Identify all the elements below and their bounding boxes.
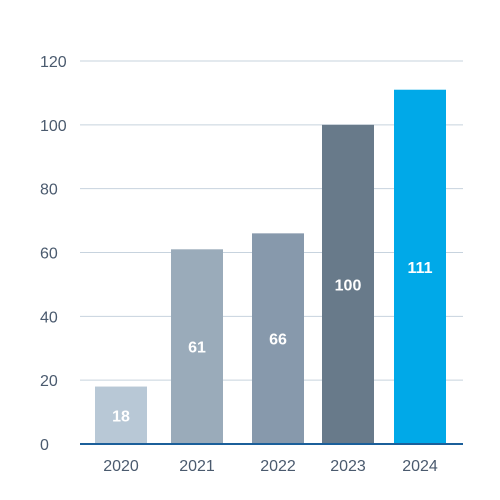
data-label: 66 [269,332,287,349]
bar-2024 [394,89,446,444]
y-tick-label: 40 [40,309,58,326]
bar-2020 [95,386,147,444]
y-axis-ticks: 0 20 40 60 80 100 120 [40,54,67,454]
x-tick-label: 2020 [103,458,139,475]
bar-2022 [252,233,304,444]
bars [95,89,446,444]
y-tick-label: 80 [40,182,58,199]
data-label: 100 [335,277,362,294]
bar-2021 [171,249,223,444]
y-tick-label: 100 [40,118,67,135]
x-tick-label: 2024 [402,458,438,475]
data-label: 111 [408,260,433,277]
data-labels: 18 61 66 100 111 [112,260,432,425]
x-axis-ticks: 2020 2021 2022 2023 2024 [103,458,438,475]
y-tick-label: 0 [40,437,49,454]
data-label: 61 [188,340,206,357]
y-tick-label: 20 [40,373,58,390]
bar-2023 [322,124,374,444]
x-tick-label: 2021 [179,458,215,475]
y-tick-label: 120 [40,54,67,71]
x-tick-label: 2023 [330,458,366,475]
data-label: 18 [112,408,130,425]
x-tick-label: 2022 [260,458,296,475]
y-tick-label: 60 [40,246,58,263]
